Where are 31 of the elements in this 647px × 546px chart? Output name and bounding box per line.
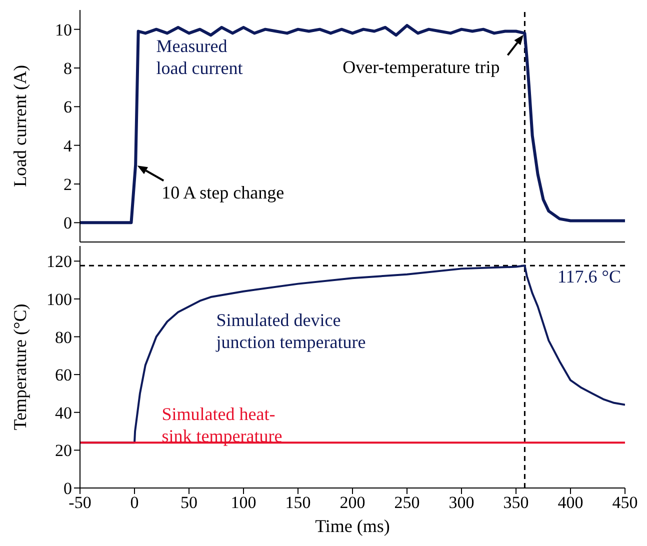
y-tick-label: 0 (64, 214, 72, 233)
x-tick-label: 450 (612, 493, 638, 512)
x-tick-label: 300 (448, 493, 474, 512)
annotation: 10 A step change (162, 182, 284, 203)
x-tick-label: 250 (394, 493, 420, 512)
y-tick-label: 60 (55, 366, 72, 385)
y-tick-label: 20 (55, 441, 72, 460)
x-tick-label: 150 (285, 493, 311, 512)
y-tick-label: 8 (64, 59, 72, 78)
y-tick-label: 80 (55, 328, 72, 347)
y-tick-label: 120 (46, 252, 72, 272)
series-label: Simulated heat-sink temperature (162, 404, 282, 446)
annotation: Over-temperature trip (342, 57, 500, 78)
series-label: Measured load current (156, 36, 243, 78)
x-axis-title: Time (ms) (315, 516, 390, 536)
y-tick-label: 10 (55, 20, 72, 40)
y-tick-label: 6 (64, 98, 72, 117)
y-axis-title: Load current (A) (10, 65, 30, 187)
x-tick-label: 350 (503, 493, 529, 512)
y-tick-label: 100 (46, 290, 72, 309)
y-tick-label: 40 (55, 403, 72, 422)
ref-line-label: 117.6 °C (557, 266, 621, 286)
series-label: Simulated device junction temperature (215, 310, 366, 352)
x-tick-label: 0 (130, 493, 139, 512)
y-axis-title: Temperature (°C) (10, 304, 30, 430)
x-tick-label: 200 (340, 493, 366, 512)
x-tick-label: 50 (180, 493, 198, 512)
y-tick-label: 2 (64, 175, 72, 194)
y-tick-label: 4 (64, 136, 72, 156)
x-tick-label: 100 (230, 493, 256, 512)
x-tick-label: 400 (558, 493, 584, 512)
